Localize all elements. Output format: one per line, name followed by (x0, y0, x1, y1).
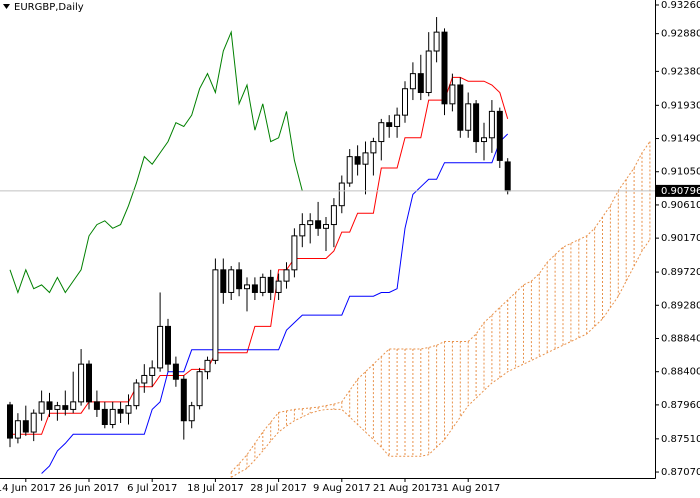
candle-body (496, 110, 503, 161)
y-tick-label: 0.91930 (661, 100, 700, 111)
cloud-span-b (230, 239, 651, 478)
y-tick-label: 0.87960 (661, 400, 700, 411)
y-tick-label: 0.92380 (661, 66, 700, 77)
y-tick-label: 0.91050 (661, 167, 700, 178)
x-tick-label: 31 Aug 2017 (436, 483, 500, 494)
candle-body (236, 269, 243, 290)
y-tick-label: 0.88400 (661, 367, 700, 378)
candle-body (394, 114, 401, 127)
candle-body (30, 412, 37, 433)
candle-body (251, 284, 258, 293)
candle-body (259, 276, 266, 293)
candle-body (465, 103, 472, 131)
current-price-box (656, 184, 700, 197)
candle-body (93, 401, 100, 410)
y-tick-label: 0.88840 (661, 333, 700, 344)
candle-body (101, 408, 108, 426)
candle-body (196, 371, 203, 407)
candle-body (449, 84, 456, 105)
candle-body (125, 405, 132, 414)
y-tick-label: 0.87510 (661, 434, 700, 445)
candle-body (441, 31, 448, 105)
candle-body (172, 363, 179, 380)
candle-body (402, 88, 408, 116)
candle-body (481, 137, 487, 143)
candle-body (417, 73, 424, 94)
candle-body (283, 269, 290, 282)
x-tick-label: 6 Jul 2017 (127, 483, 177, 494)
candle-body (386, 122, 393, 127)
cloud-span-a (230, 141, 651, 473)
candle-body (275, 280, 282, 293)
y-tick-label: 0.93260 (661, 0, 700, 11)
current-price-label: 0.90796 (661, 186, 700, 197)
candle-body (228, 269, 235, 293)
candle-body (62, 405, 69, 410)
candle-body (14, 420, 21, 439)
candle-body (457, 84, 464, 131)
candle-body (504, 161, 511, 192)
candle-body (54, 405, 61, 410)
indicator-line (41, 133, 509, 474)
menu-triangle (3, 4, 10, 9)
candle-body (212, 269, 219, 361)
candle-body (409, 73, 416, 90)
candle-body (7, 404, 13, 439)
x-tick-label: 18 Jul 2017 (187, 483, 244, 494)
candle-body (149, 367, 156, 376)
candle-body (78, 363, 85, 403)
y-tick-label: 0.90170 (661, 233, 700, 244)
y-tick-label: 0.87070 (661, 467, 700, 478)
candle-body (244, 284, 250, 290)
x-tick-label: 9 Aug 2017 (313, 483, 371, 494)
y-tick-label: 0.89280 (661, 300, 700, 311)
candle-body (299, 224, 306, 237)
candle-body (291, 235, 298, 271)
candle-body (86, 363, 92, 403)
candle-body (46, 401, 53, 410)
candle-body (330, 205, 337, 226)
chart-title: EURGBP,Daily (14, 2, 84, 13)
candle-body (117, 408, 124, 414)
y-tick-label: 0.89720 (661, 267, 700, 278)
candle-body (338, 182, 345, 207)
candle-body (220, 269, 227, 293)
candle-body (354, 156, 361, 165)
y-tick-label: 0.90610 (661, 200, 700, 211)
indicator-line (10, 76, 509, 435)
candle-body (323, 224, 329, 229)
x-tick-label: 28 Jul 2017 (250, 483, 307, 494)
candle-body (157, 325, 164, 369)
candle-body (38, 401, 45, 414)
candle-body (362, 152, 369, 165)
candle-body (165, 325, 171, 365)
candle-body (346, 156, 353, 184)
candle-body (473, 103, 480, 143)
x-tick-label: 26 Jun 2017 (59, 483, 119, 494)
candle-body (133, 382, 140, 407)
candle-body (488, 110, 495, 139)
candle-body (70, 401, 77, 410)
candle-body (267, 276, 274, 293)
candle-body (370, 141, 377, 154)
y-tick-label: 0.92880 (661, 29, 700, 40)
candle-body (188, 405, 195, 422)
candle-body (204, 359, 211, 373)
indicator-line (9, 30, 303, 295)
candle-body (307, 220, 314, 226)
candle-body (433, 31, 440, 52)
candle-body (22, 420, 29, 433)
candle-body (141, 374, 148, 384)
candle-body (109, 408, 116, 426)
x-tick-label: 14 Jun 2017 (0, 483, 56, 494)
candle-body (378, 122, 385, 143)
candle-body (425, 50, 432, 94)
x-tick-label: 21 Aug 2017 (373, 483, 437, 494)
candle-body (315, 220, 322, 229)
y-tick-label: 0.91490 (661, 134, 700, 145)
candle-body (180, 378, 187, 422)
